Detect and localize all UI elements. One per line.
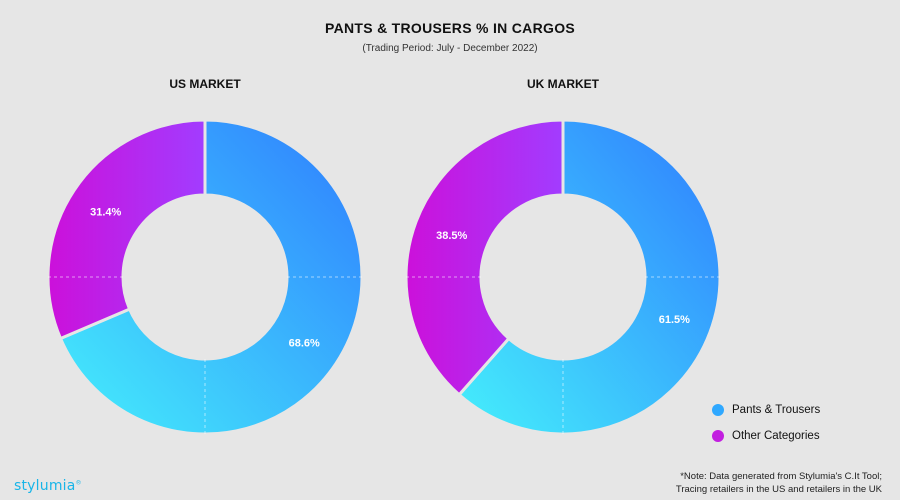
footnote-line-2: Tracing retailers in the US and retailer… — [675, 484, 882, 495]
us-slice-other — [46, 118, 207, 341]
footnote: *Note: Data generated from Stylumia's C.… — [582, 470, 882, 496]
legend-item-other: Other Categories — [712, 428, 820, 444]
us-market-title: US MARKET — [169, 77, 241, 91]
stylumia-logo: stylumia® — [14, 478, 82, 494]
us-label-pants: 68.6% — [289, 338, 320, 350]
uk-market-title: UK MARKET — [527, 77, 599, 91]
chart-title: PANTS & TROUSERS % IN CARGOS — [324, 20, 576, 36]
footnote-line-1: *Note: Data generated from Stylumia's C.… — [680, 471, 882, 482]
us-slice-pants — [58, 118, 364, 436]
legend-label-pants: Pants & Trousers — [732, 404, 821, 416]
logo-mark: ® — [75, 479, 82, 487]
legend-swatch-other — [712, 430, 724, 442]
uk-slice-other — [404, 118, 565, 397]
uk-label-other: 38.5% — [436, 230, 467, 242]
legend-swatch-pants — [712, 404, 724, 416]
legend-label-other: Other Categories — [732, 430, 820, 442]
uk-slice-pants — [457, 118, 722, 436]
logo-text: stylumia — [14, 478, 76, 494]
chart-subtitle: (Trading Period: July - December 2022) — [362, 43, 538, 54]
us-label-other: 31.4% — [90, 206, 121, 218]
uk-label-pants: 61.5% — [659, 314, 690, 326]
legend-item-pants: Pants & Trousers — [712, 402, 820, 418]
legend: Pants & Trousers Other Categories — [712, 402, 820, 454]
